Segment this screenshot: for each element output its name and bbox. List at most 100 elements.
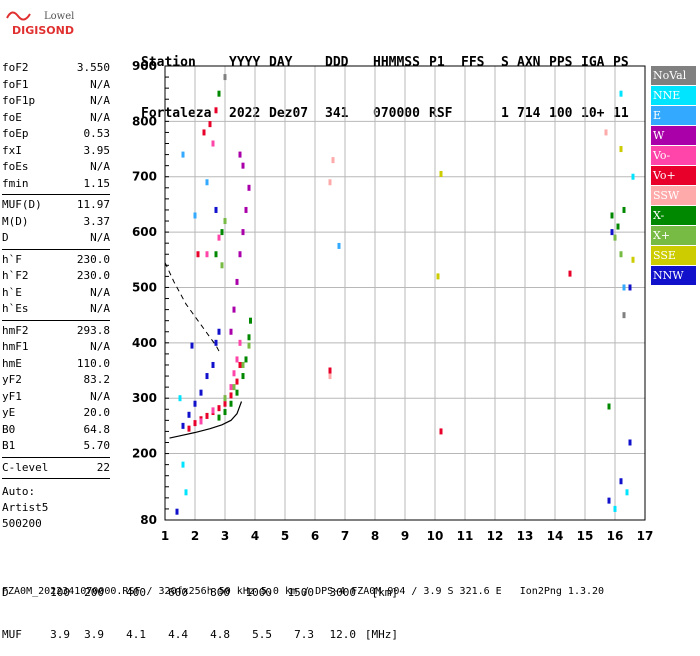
param-name: yE	[2, 406, 16, 419]
data-point	[211, 361, 215, 368]
data-point	[331, 157, 335, 164]
data-point	[607, 403, 611, 410]
param-name: D	[2, 231, 9, 244]
x-tick-label: 5	[281, 529, 289, 543]
parameter-panel: foF2 3.550 foF1 N/A foF1p N/A foE N/A foEp 0.53 fx…	[2, 60, 110, 481]
y-tick-label: 900	[132, 59, 157, 73]
y-tick-label: 80	[140, 513, 157, 527]
header-row2-cell-8: 714	[517, 106, 541, 121]
data-point	[249, 317, 252, 324]
data-point	[205, 179, 209, 186]
param-name: foEp	[2, 127, 29, 140]
param-row: foE N/A	[2, 110, 110, 127]
header-row2-cell-2: Dez07	[269, 106, 309, 121]
param-row: foEp 0.53	[2, 126, 110, 143]
x-tick-label: 7	[341, 529, 349, 543]
data-point	[232, 306, 236, 313]
data-point	[328, 373, 332, 380]
data-point	[622, 284, 626, 291]
data-point	[607, 497, 611, 504]
param-row: hmF2 293.8	[2, 323, 110, 340]
param-value: N/A	[90, 160, 110, 173]
param-name: yF2	[2, 373, 22, 386]
param-value: 22	[96, 460, 110, 474]
param-row: yE 20.0	[2, 405, 110, 422]
file-info: FZA0M_2022341070000.RSF / 320fx256h 50 k…	[2, 586, 605, 597]
data-point	[439, 170, 443, 177]
param-row: yF2 83.2	[2, 372, 110, 389]
data-point	[568, 270, 572, 277]
data-point	[619, 90, 623, 97]
data-point	[175, 508, 179, 515]
param-name: h`E	[2, 285, 22, 299]
d-value: [km]	[371, 586, 399, 599]
data-point	[622, 206, 626, 213]
legend-item-vo-: Vo-	[651, 146, 696, 165]
data-point	[199, 389, 203, 396]
x-tick-label: 15	[577, 529, 594, 543]
x-tick-label: 2	[191, 529, 199, 543]
y-tick-label: 200	[132, 447, 157, 461]
param-value: N/A	[90, 231, 110, 244]
data-point	[199, 418, 203, 425]
param-value: 3.550	[76, 61, 110, 74]
data-point	[193, 212, 197, 219]
data-point	[241, 162, 245, 169]
data-point	[214, 206, 218, 213]
param-row: h`F 230.0	[2, 252, 110, 269]
muf-value: 3.9	[50, 628, 70, 641]
param-value: N/A	[90, 285, 110, 299]
data-point	[241, 361, 245, 368]
x-tick-label: 1	[161, 529, 169, 543]
data-point	[205, 251, 209, 258]
data-point	[247, 184, 251, 191]
param-name: hmF2	[2, 323, 29, 337]
data-point	[205, 373, 209, 380]
muf-value: 12.0	[329, 628, 357, 641]
param-name: yF1	[2, 389, 22, 403]
x-tick-label: 16	[607, 529, 624, 543]
data-point	[217, 405, 221, 412]
param-value: 11.97	[76, 198, 110, 211]
data-point	[244, 356, 248, 363]
d-value: 100	[50, 586, 70, 599]
param-value: N/A	[90, 77, 110, 91]
x-tick-label: 3	[221, 529, 229, 543]
param-name: foF1	[2, 77, 29, 91]
param-row: yF1 N/A	[2, 389, 110, 406]
param-row: foEs N/A	[2, 159, 110, 176]
d-value: 3000	[329, 586, 357, 599]
data-point	[235, 356, 239, 363]
param-row: C-level 22	[2, 460, 110, 477]
data-point	[220, 229, 224, 236]
param-name: fxI	[2, 143, 22, 157]
data-point	[613, 234, 617, 241]
param-value: N/A	[90, 302, 110, 315]
data-point	[229, 384, 233, 391]
data-point	[190, 342, 194, 349]
data-point	[181, 151, 185, 158]
legend-item-vo-: Vo+	[651, 166, 696, 185]
param-value: 83.2	[83, 373, 111, 386]
param-name: h`F2	[2, 269, 29, 282]
data-point	[610, 212, 614, 219]
data-point	[217, 90, 221, 97]
data-point	[217, 414, 221, 421]
header-row2-cell-10: 10+	[581, 106, 605, 121]
param-name: foEs	[2, 160, 29, 173]
param-name: C-level	[2, 460, 49, 474]
data-point	[238, 339, 242, 346]
param-separator	[2, 478, 110, 479]
x-tick-label: 12	[487, 529, 504, 543]
data-point	[238, 361, 242, 368]
data-point	[214, 339, 218, 346]
header-row2-cell-7: 1	[501, 106, 509, 121]
param-separator	[2, 248, 110, 250]
param-name: B1	[2, 439, 16, 452]
data-point	[238, 251, 242, 258]
param-row: hmF1 N/A	[2, 339, 110, 356]
param-row: hmE 110.0	[2, 356, 110, 373]
data-point	[235, 378, 239, 385]
param-value: 230.0	[76, 269, 110, 282]
y-tick-label: 800	[132, 114, 157, 128]
